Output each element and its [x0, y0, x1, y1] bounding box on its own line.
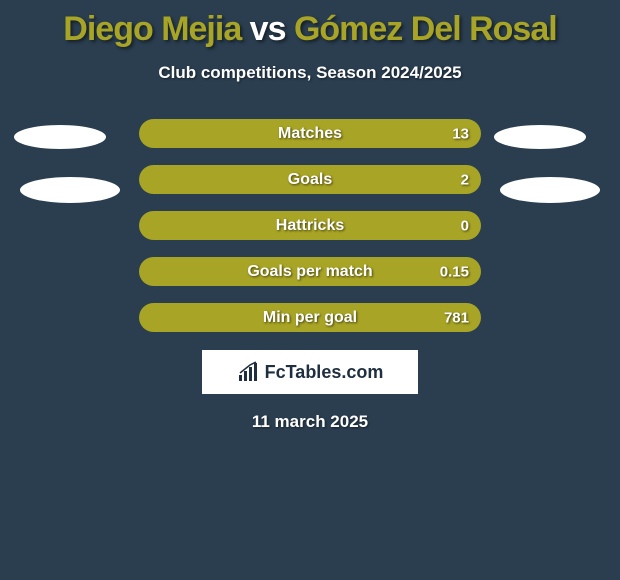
stat-label: Goals per match	[247, 263, 372, 281]
stat-row: Goals 2	[0, 165, 620, 194]
stat-value: 0.15	[440, 263, 469, 280]
title-player1: Diego Mejia	[63, 10, 241, 48]
date-label: 11 march 2025	[0, 412, 620, 432]
logo-badge: FcTables.com	[202, 350, 418, 394]
subtitle: Club competitions, Season 2024/2025	[0, 63, 620, 83]
stat-bar: Hattricks 0	[139, 211, 481, 240]
stat-value: 13	[452, 125, 469, 142]
stat-row: Goals per match 0.15	[0, 257, 620, 286]
title-vs: vs	[241, 10, 294, 48]
stat-row: Hattricks 0	[0, 211, 620, 240]
stat-label: Min per goal	[263, 309, 357, 327]
stat-row: Matches 13	[0, 119, 620, 148]
stat-bar: Goals per match 0.15	[139, 257, 481, 286]
stat-label: Matches	[278, 125, 342, 143]
stat-label: Goals	[288, 171, 332, 189]
stat-value: 2	[461, 171, 469, 188]
logo-text: FcTables.com	[265, 362, 384, 383]
page-title: Diego Mejia vs Gómez Del Rosal	[0, 0, 620, 49]
stat-bar: Min per goal 781	[139, 303, 481, 332]
stat-bar: Goals 2	[139, 165, 481, 194]
stat-bar: Matches 13	[139, 119, 481, 148]
stat-row: Min per goal 781	[0, 303, 620, 332]
stats-infographic: Diego Mejia vs Gómez Del Rosal Club comp…	[0, 0, 620, 580]
title-player2: Gómez Del Rosal	[294, 10, 557, 48]
stat-label: Hattricks	[276, 217, 344, 235]
stat-value: 781	[444, 309, 469, 326]
chart-icon	[237, 361, 261, 383]
stat-value: 0	[461, 217, 469, 234]
stats-bars: Matches 13 Goals 2 Hattricks 0 Goals per…	[0, 119, 620, 332]
